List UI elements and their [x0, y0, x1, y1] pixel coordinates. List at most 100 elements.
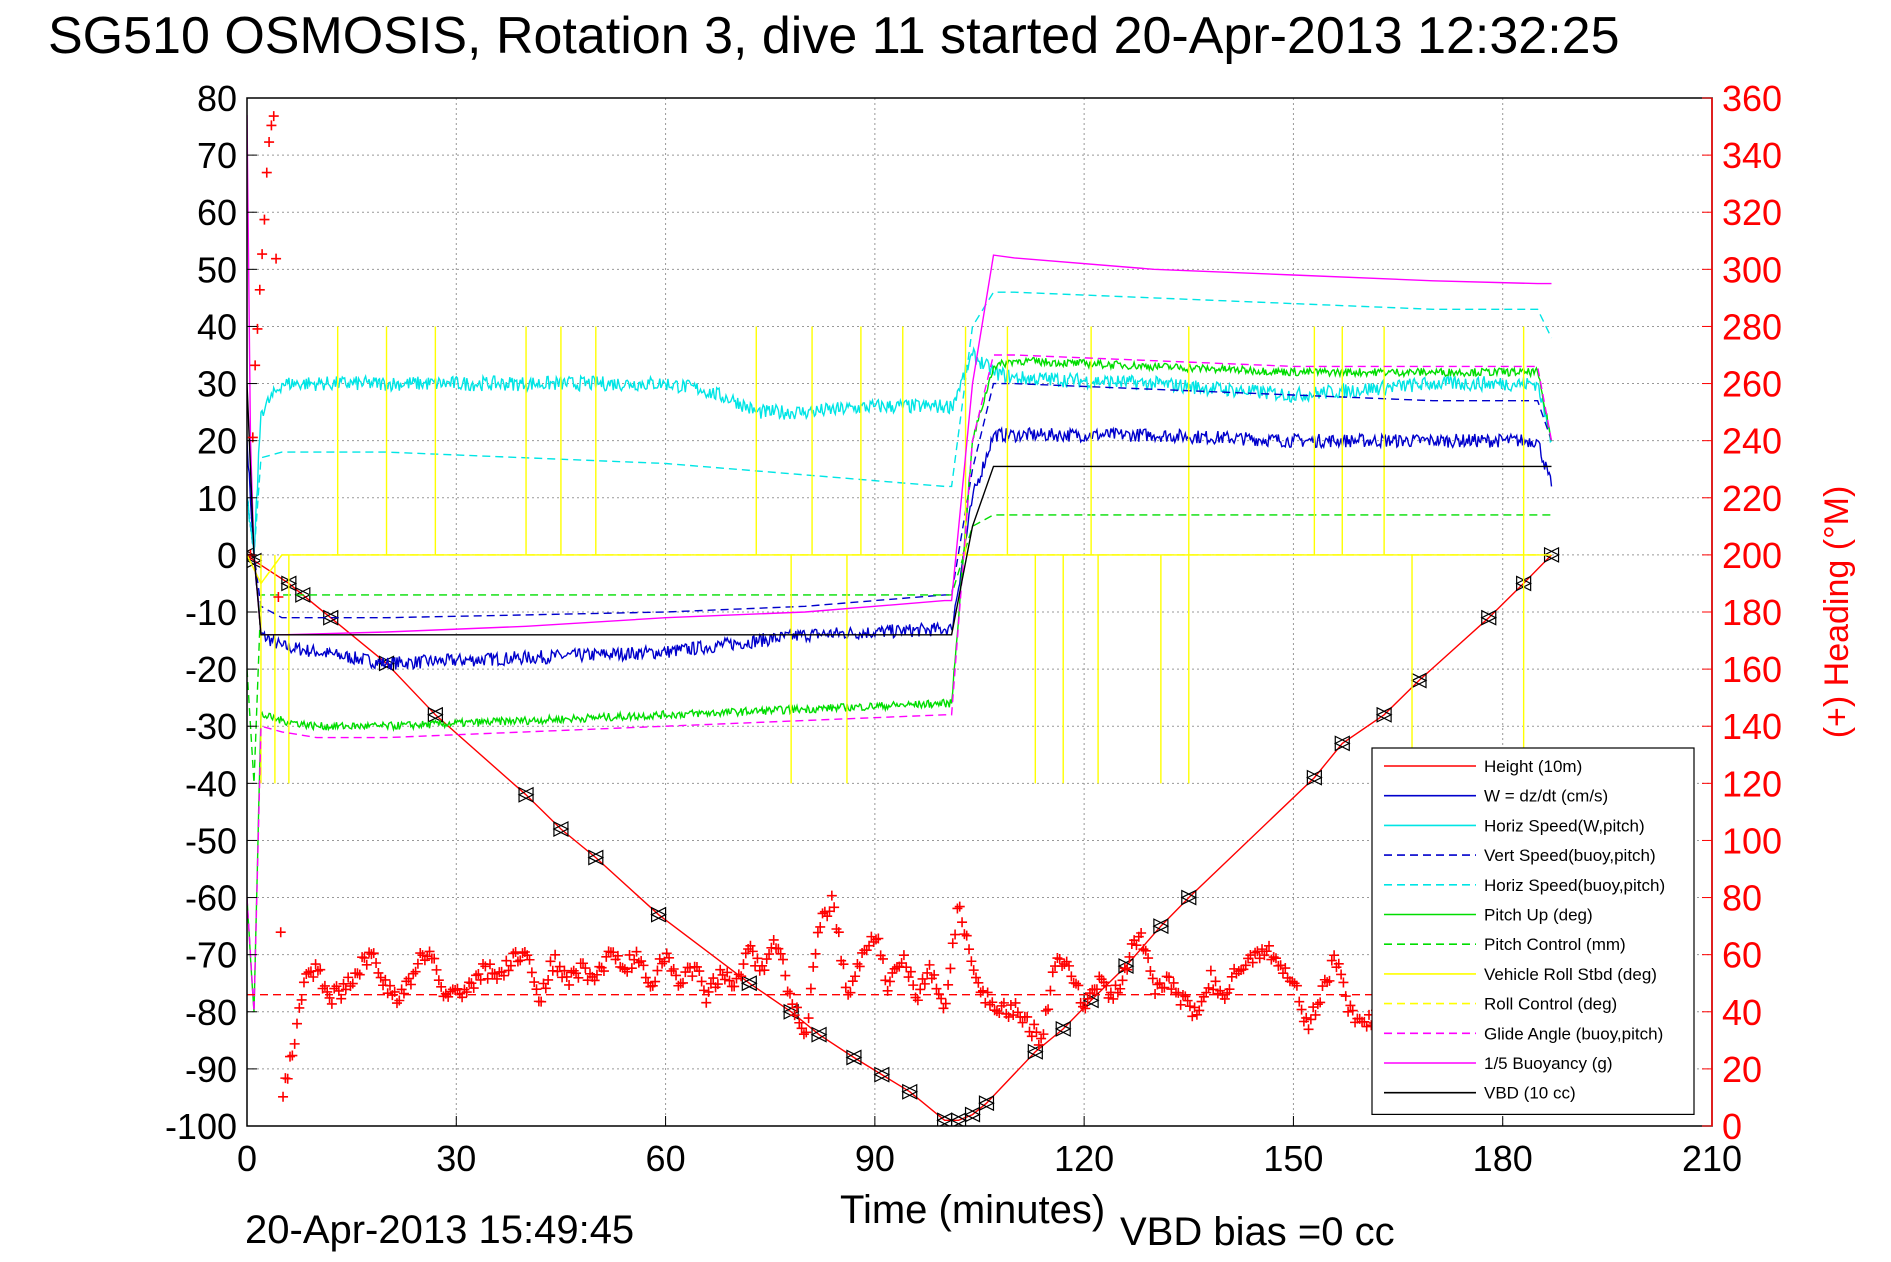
y-tick-label: 30: [197, 364, 237, 405]
heading-point: [1143, 953, 1154, 964]
heading-point: [1201, 987, 1212, 998]
height-marker: [873, 1066, 890, 1083]
heading-point: [768, 934, 779, 945]
heading-point: [1005, 1000, 1016, 1011]
x-tick-label: 150: [1263, 1138, 1323, 1179]
heading-point: [1219, 993, 1230, 1004]
heading-point: [905, 966, 916, 977]
heading-point: [664, 952, 675, 963]
y-right-tick-label: 260: [1722, 364, 1782, 405]
heading-point: [729, 981, 740, 992]
heading-point: [361, 959, 372, 970]
heading-point: [287, 1050, 298, 1061]
heading-point: [1080, 1003, 1091, 1014]
heading-point: [736, 971, 747, 982]
heading-point: [319, 980, 330, 991]
heading-point: [803, 1013, 814, 1024]
heading-point: [250, 360, 261, 371]
heading-point: [959, 929, 970, 940]
series-line-3: [247, 382, 1553, 619]
series-layer: [247, 115, 1560, 1126]
heading-point: [1033, 1039, 1044, 1050]
heading-point: [1101, 980, 1112, 991]
heading-point: [461, 987, 472, 998]
heading-point: [1359, 1016, 1370, 1027]
heading-point: [252, 323, 263, 334]
heading-point: [791, 1002, 802, 1013]
heading-point: [345, 981, 356, 992]
heading-point: [901, 962, 912, 973]
heading-point: [1277, 968, 1288, 979]
heading-point: [1164, 972, 1175, 983]
heading-point: [1124, 951, 1135, 962]
y-right-tick-label: 320: [1722, 192, 1782, 233]
heading-point: [394, 995, 405, 1006]
heading-point: [745, 940, 756, 951]
heading-point: [715, 964, 726, 975]
heading-point: [652, 965, 663, 976]
heading-point: [877, 953, 888, 964]
legend-label: Height (10m): [1484, 757, 1582, 776]
heading-point: [1224, 984, 1235, 995]
heading-point: [945, 963, 956, 974]
heading-point: [410, 966, 421, 977]
y-tick-label: -20: [185, 649, 237, 690]
x-tick-label: 210: [1682, 1138, 1742, 1179]
heading-point: [1329, 950, 1340, 961]
heading-point: [254, 284, 265, 295]
series-line-1: [247, 426, 1553, 671]
heading-point: [840, 982, 851, 993]
heading-point: [852, 958, 863, 969]
y-right-tick-label: 220: [1722, 478, 1782, 519]
heading-point: [1073, 980, 1084, 991]
heading-point: [329, 983, 340, 994]
heading-point: [359, 952, 370, 963]
heading-point: [512, 956, 523, 967]
heading-point: [1322, 977, 1333, 988]
heading-point: [1043, 1004, 1054, 1015]
chart-title: SG510 OSMOSIS, Rotation 3, dive 11 start…: [48, 7, 1620, 65]
heading-point: [1029, 1019, 1040, 1030]
height-marker: [1333, 735, 1350, 752]
heading-point: [1291, 980, 1302, 991]
series-line-2: [247, 346, 1552, 555]
y-tick-label: -40: [185, 763, 237, 804]
series-line-6: [247, 514, 1552, 784]
heading-point: [843, 989, 854, 1000]
heading-point: [1336, 969, 1347, 980]
heading-point: [919, 978, 930, 989]
heading-point: [331, 981, 342, 992]
y-tick-label: -10: [185, 592, 237, 633]
heading-point: [1215, 985, 1226, 996]
series-line-4: [247, 291, 1553, 555]
heading-point: [1240, 960, 1251, 971]
heading-point: [612, 950, 623, 961]
heading-point: [619, 964, 630, 975]
heading-point: [1071, 978, 1081, 989]
heading-point: [884, 976, 895, 987]
y-right-tick-label: 340: [1722, 135, 1782, 176]
heading-point: [798, 1029, 809, 1040]
heading-point: [291, 1018, 302, 1029]
heading-point: [1154, 978, 1165, 989]
heading-point: [789, 1010, 800, 1021]
heading-point: [380, 974, 391, 985]
heading-point: [838, 959, 849, 970]
heading-point: [417, 950, 428, 961]
height-marker: [517, 786, 534, 803]
series-line-7: [247, 554, 1552, 585]
legend-label: Horiz Speed(buoy,pitch): [1484, 876, 1665, 895]
legend-label: Horiz Speed(W,pitch): [1484, 816, 1645, 835]
heading-point: [973, 977, 984, 988]
heading-point: [724, 975, 735, 986]
heading-point: [773, 943, 784, 954]
heading-point: [1047, 967, 1058, 978]
heading-point: [717, 969, 728, 980]
heading-point: [984, 999, 995, 1010]
heading-point: [1045, 985, 1056, 996]
heading-point: [654, 953, 665, 964]
height-marker: [1543, 546, 1560, 563]
heading-point: [443, 991, 454, 1002]
heading-point: [1233, 966, 1244, 977]
heading-point: [543, 974, 554, 985]
